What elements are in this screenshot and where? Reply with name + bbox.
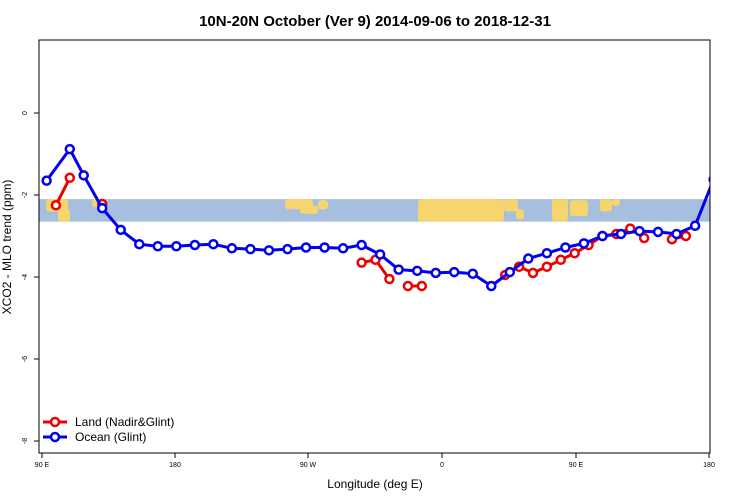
land-nadir-glint-point: [569, 247, 580, 259]
map-landmass-10: [552, 199, 568, 222]
ocean-glint-line-segment: [45, 147, 710, 288]
y-axis-title: XCO2 - MLO trend (ppm): [0, 180, 14, 315]
ocean-glint-point: [115, 224, 126, 236]
land-nadir-glint-point: [50, 200, 62, 211]
land-nadir-glint-point: [402, 280, 414, 292]
y-axis: 0 -2 -4 -6 -8: [22, 111, 39, 444]
map-landmass-6: [318, 200, 328, 210]
ocean-glint-point: [41, 175, 52, 186]
ocean-glint-point: [689, 220, 701, 231]
ocean-glint-point: [728, 145, 736, 153]
x-axis-title: Longitude (deg E): [327, 477, 422, 491]
land-nadir-glint-point: [541, 261, 553, 272]
x-tick-label: 90 W: [300, 462, 317, 469]
land-nadir-glint-point: [733, 174, 741, 182]
map-landmass-5: [300, 205, 318, 214]
ocean-glint-point: [208, 238, 219, 250]
ocean-glint-point: [226, 243, 238, 254]
ocean-glint-point: [152, 241, 164, 252]
map-landmass-2: [58, 209, 70, 222]
ocean-glint-point: [671, 228, 682, 240]
land-nadir-glint-point: [555, 254, 567, 266]
ocean-glint-point: [245, 243, 256, 255]
map-landmass-12: [600, 199, 612, 212]
land-nadir-glint-point: [64, 172, 76, 184]
ocean-glint-point: [96, 202, 108, 214]
ocean-glint-point: [430, 267, 441, 279]
land-nadir-glint-point: [416, 280, 428, 292]
ocean-glint-point: [282, 243, 293, 255]
y-tick-label: -6: [22, 356, 29, 362]
ocean-glint-point: [486, 280, 497, 292]
land-nadir-glint-point: [527, 267, 539, 279]
x-tick-label: 90 E: [35, 462, 50, 469]
ocean-glint-point: [615, 228, 627, 240]
ocean-glint-point: [374, 249, 386, 260]
ocean-glint-point: [171, 241, 182, 252]
x-tick-label: 180: [703, 462, 715, 469]
map-landmass-7: [418, 199, 504, 222]
ocean-glint-point: [411, 265, 423, 277]
plot-frame: [38, 39, 711, 454]
x-tick-label: 90 E: [569, 462, 584, 469]
ocean-glint-point: [708, 175, 710, 184]
y-tick-label: -4: [22, 274, 29, 280]
land-nadir-glint-point: [356, 257, 367, 268]
ocean-glint-point: [263, 245, 275, 256]
ocean-glint-point: [300, 242, 312, 253]
map-landmass-8: [504, 199, 518, 212]
land-nadir-glint-point: [384, 273, 395, 285]
ocean-glint-point: [652, 226, 664, 238]
legend-marker-land-nadir-glint: [49, 416, 61, 428]
legend-label-ocean-glint: Ocean (Glint): [75, 430, 146, 444]
legend-marker-ocean-glint: [49, 431, 61, 443]
ocean-glint-point: [597, 230, 608, 242]
x-tick-label: 180: [169, 462, 181, 469]
ocean-glint-point: [189, 239, 201, 251]
ocean-glint-point: [393, 264, 404, 275]
x-axis: 90 E 180 90 W 0 90 E 180: [35, 453, 715, 469]
ocean-glint-point: [78, 170, 89, 181]
land-nadir-glint-point: [680, 230, 692, 242]
ocean-glint-point: [634, 225, 645, 237]
ocean-glint-point: [541, 247, 553, 259]
land-nadir-glint-point: [638, 232, 650, 244]
map-landmass-13: [612, 199, 620, 206]
chart-title: 10N-20N October (Ver 9) 2014-09-06 to 20…: [199, 13, 551, 30]
legend-label-land-nadir-glint: Land (Nadir&Glint): [75, 415, 174, 429]
ocean-glint-point: [356, 239, 367, 251]
y-tick-label: -8: [22, 438, 29, 444]
ocean-glint-point: [578, 238, 590, 249]
map-landmass-11: [570, 200, 588, 217]
land-nadir-glint-point: [719, 201, 727, 209]
land-nadir-glint-line-segment: [723, 178, 737, 206]
ocean-glint-point: [467, 268, 479, 279]
x-tick-label: 0: [440, 462, 444, 469]
legend: Land (Nadir&Glint)Ocean (Glint): [43, 415, 174, 444]
data-layer: [41, 143, 741, 292]
ocean-glint-point: [560, 242, 571, 253]
map-band-ocean: [39, 199, 710, 222]
ocean-glint-point: [64, 143, 76, 155]
y-tick-label: 0: [22, 111, 29, 115]
ocean-glint-point: [134, 238, 145, 250]
y-tick-label: -2: [22, 192, 29, 198]
map-landmass-9: [516, 209, 524, 220]
world-map-band: [39, 199, 710, 222]
ocean-glint-point: [504, 266, 516, 278]
ocean-glint-point: [319, 242, 330, 253]
ocean-glint-point: [523, 253, 534, 264]
ocean-glint-point: [337, 243, 349, 254]
ocean-glint-point: [448, 266, 460, 278]
